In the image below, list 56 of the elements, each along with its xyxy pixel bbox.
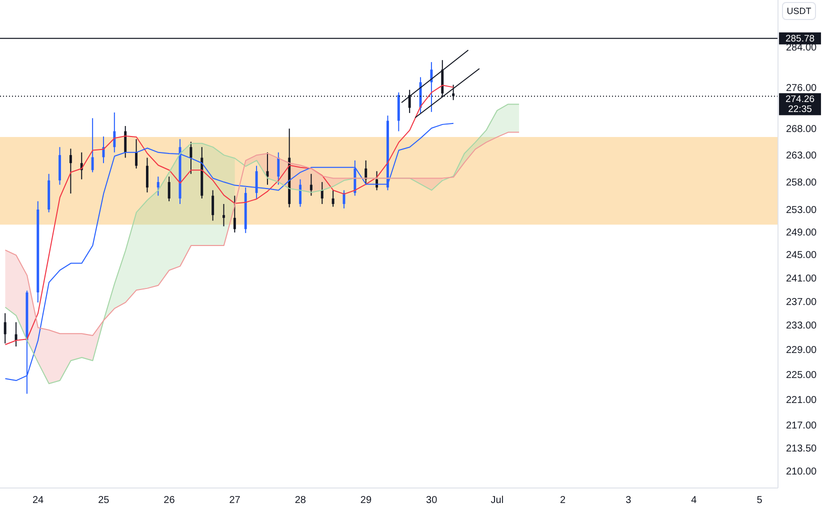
x-tick-label: 30 [426,495,438,506]
y-tick-label: 276.00 [786,82,818,94]
ref-line-label: 274.26 22:35 [785,94,815,116]
y-tick-label: 213.50 [786,444,818,455]
ref-line-label: 285.78 [785,33,815,44]
x-tick-label: 3 [626,495,632,506]
y-tick-label: 237.00 [786,296,818,308]
candlestick [266,152,269,186]
y-tick-label: 233.00 [786,320,818,332]
x-tick-label: 4 [691,495,698,506]
candlestick [277,152,280,186]
line-series [4,104,520,384]
y-tick-label: 217.00 [786,420,818,432]
y-tick-label: 210.00 [786,466,818,478]
candlestick [124,126,127,158]
x-tick-label: 24 [32,495,44,506]
candlestick [156,176,160,196]
y-tick-label: 229.00 [786,345,818,356]
candlestick [113,112,116,153]
x-tick-label: 25 [98,495,110,506]
candlestick [212,190,214,222]
candlestick [146,157,148,193]
candlestick [299,178,302,208]
candlestick [310,173,312,196]
y-tick-label: 253.00 [786,205,818,216]
candlestick [233,195,236,233]
candlestick [320,182,324,204]
x-tick-label: 26 [164,495,176,506]
candlestick [430,62,433,112]
y-tick-label: 221.00 [786,395,818,406]
candlestick [135,138,138,169]
x-tick-label: Jul [490,495,504,506]
y-axis-title: USDT [782,2,816,20]
y-tick-label: 258.00 [786,178,818,189]
candlestick [4,312,6,344]
x-tick-label: 27 [229,495,241,506]
candlestick [91,118,94,173]
candlestick [190,141,192,174]
y-tick-label: 245.00 [786,250,818,262]
candlestick [14,322,18,347]
x-tick-label: 5 [756,495,763,506]
line-series [4,132,520,336]
candlestick [255,165,258,199]
y-tick-label: 249.00 [786,227,818,238]
candlestick [364,160,368,186]
candlestick [332,190,334,208]
y-tick-label: 241.00 [786,273,818,284]
candlestick [222,203,225,227]
x-tick-label: 2 [560,495,566,506]
x-tick-label: 28 [294,495,306,506]
candlestick [69,148,72,194]
candlestick [168,176,170,202]
y-tick-label: 268.00 [786,124,818,136]
x-tick-label: 29 [360,495,372,506]
y-tick-label: 225.00 [786,370,818,381]
y-tick-label: 263.00 [786,150,818,162]
